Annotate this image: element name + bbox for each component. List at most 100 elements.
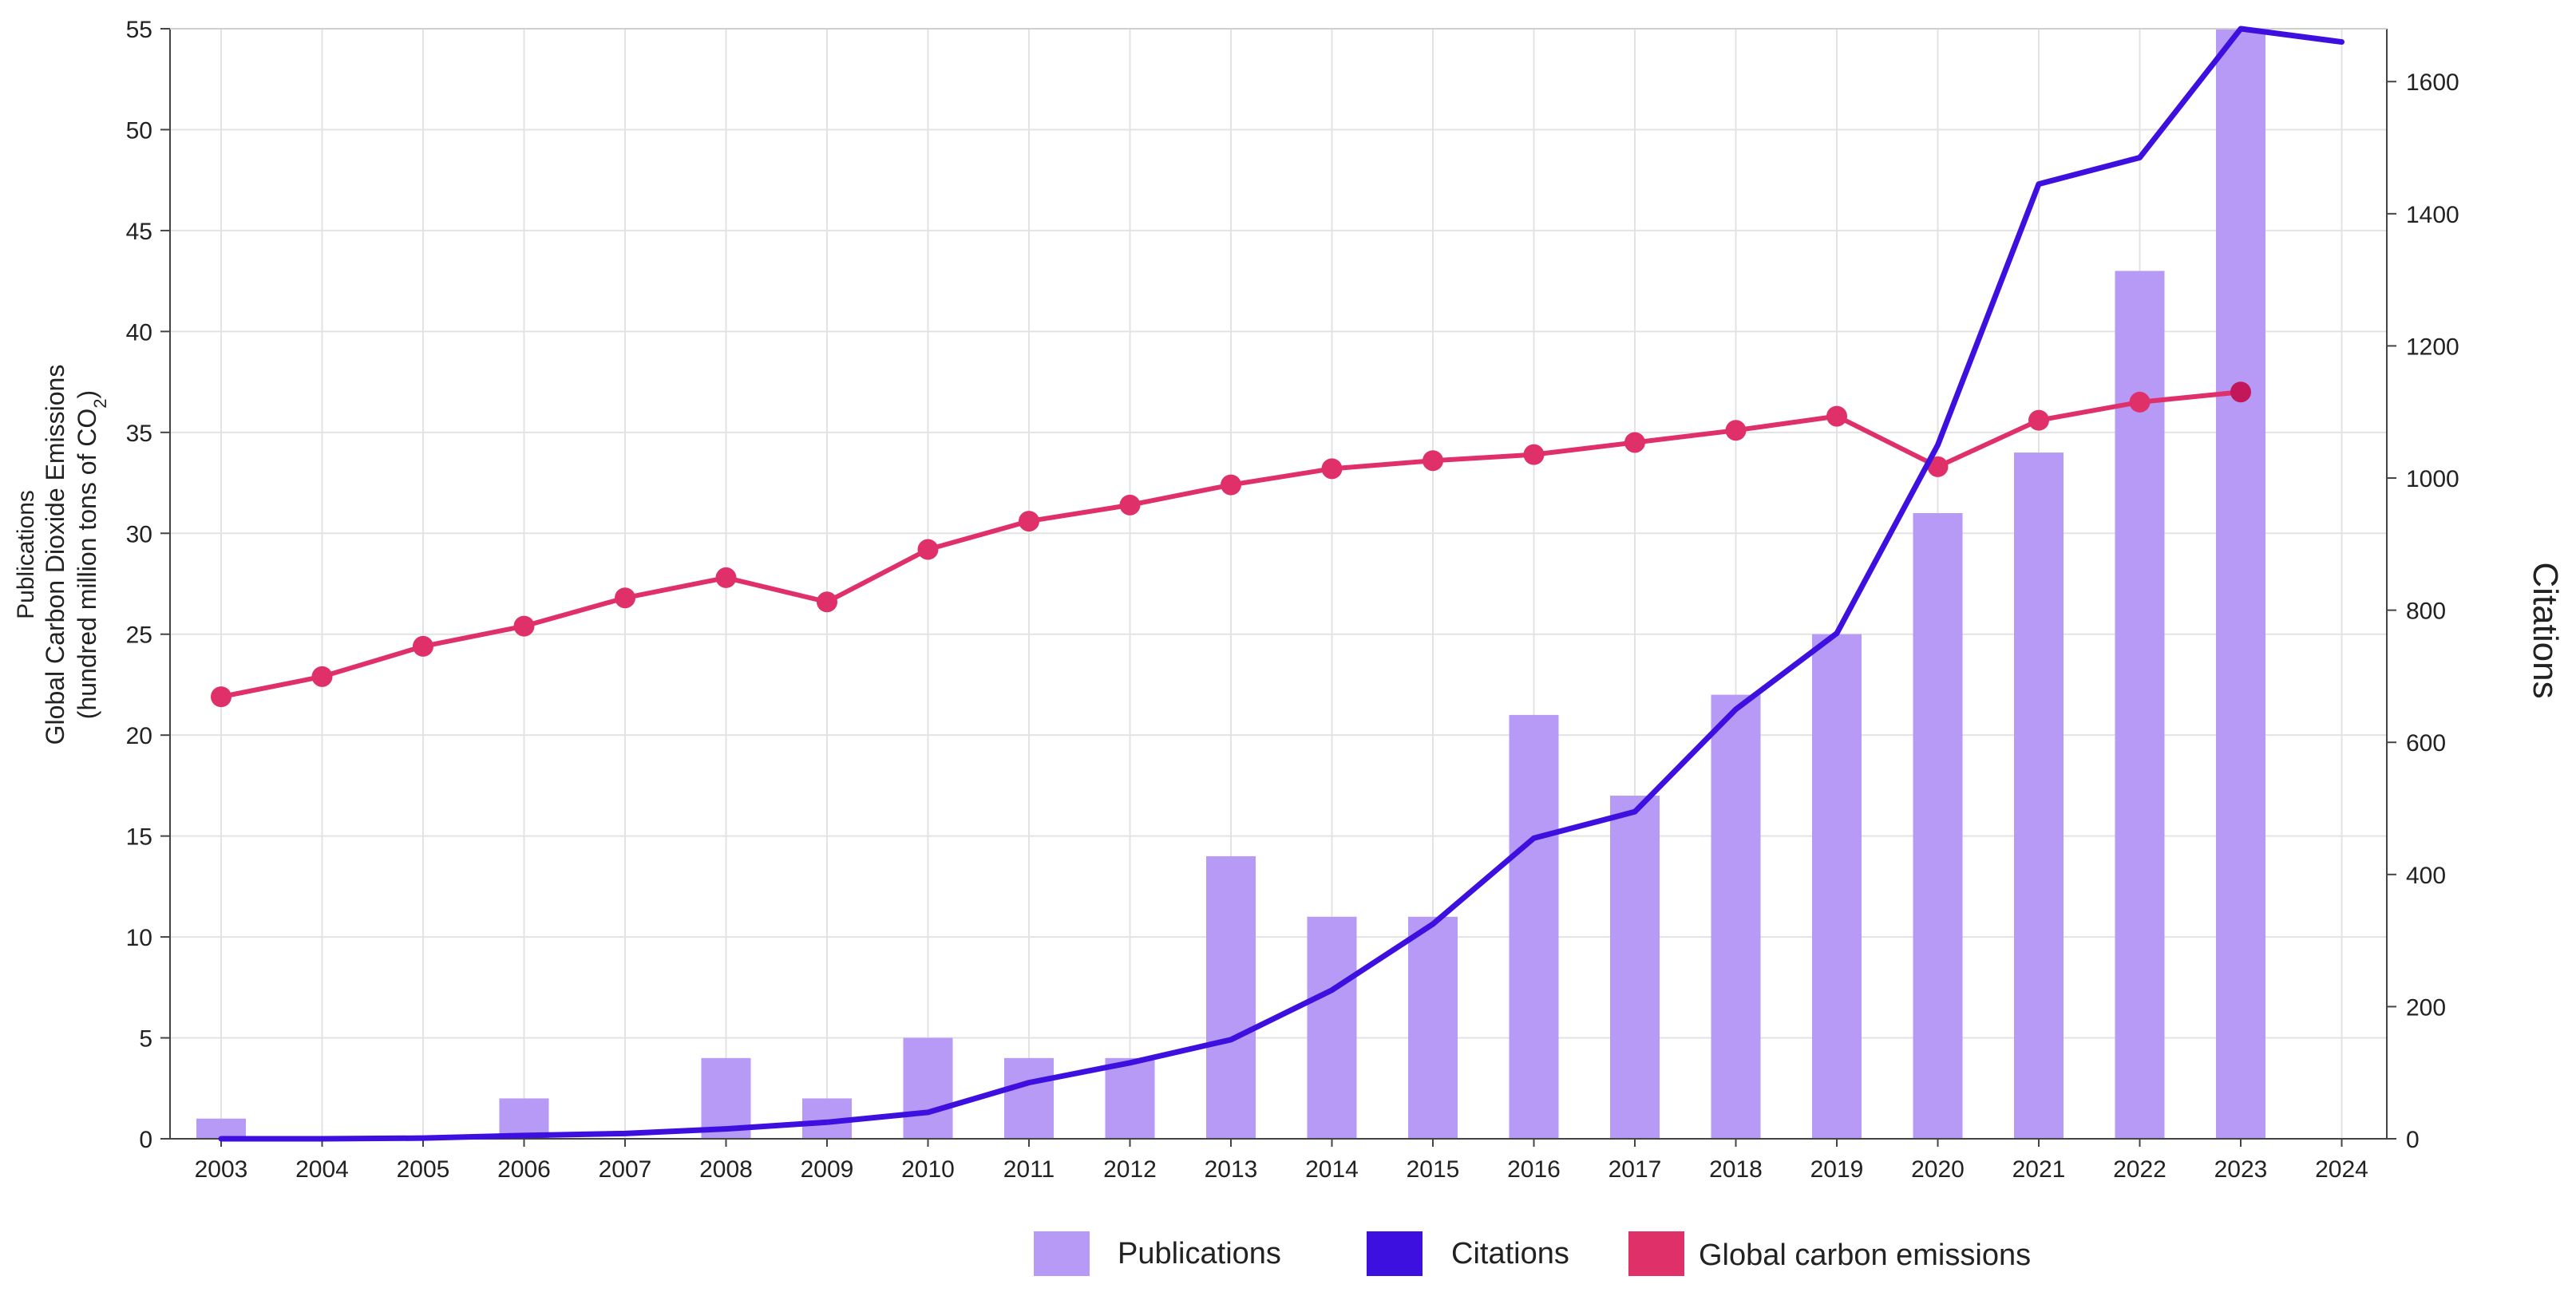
x-tick-label-2007: 2007 [599, 1156, 652, 1183]
x-tick-label-2009: 2009 [801, 1156, 854, 1183]
marker-emissions-2007 [615, 587, 635, 609]
x-tick-label-2014: 2014 [1305, 1156, 1359, 1183]
left-tick-label: 30 [126, 521, 152, 547]
left-tick-label: 55 [126, 17, 152, 43]
bar-publications-2015 [1408, 916, 1458, 1139]
legend-swatch-citations [1367, 1231, 1423, 1276]
right-tick-label: 200 [2406, 994, 2446, 1021]
right-tick-label: 600 [2406, 730, 2446, 757]
right-tick-label: 800 [2406, 599, 2446, 625]
x-tick-label-2022: 2022 [2113, 1156, 2166, 1183]
x-tick-label-2019: 2019 [1810, 1156, 1864, 1183]
bar-publications-2019 [1812, 634, 1862, 1139]
left-axis-title-line2: Global Carbon Dioxide Emissions [41, 365, 69, 745]
tick-labels: 0 5 10 15 20 25 30 35 40 45 50 55 0 200 400 600 800 1000 1… [126, 17, 2459, 1183]
marker-emissions-2011 [1019, 511, 1039, 532]
right-tick-label: 1200 [2406, 334, 2459, 360]
bar-publications-2022 [2115, 271, 2165, 1139]
bar-publications-2016 [1509, 714, 1559, 1139]
x-tick-label-2024: 2024 [2315, 1156, 2368, 1183]
left-tick-label: 0 [139, 1127, 152, 1153]
marker-emissions-2014 [1321, 458, 1343, 480]
legend-item-publications[interactable]: Publications [1034, 1231, 1281, 1276]
legend-item-citations[interactable]: Citations [1367, 1231, 1569, 1276]
right-tick-label: 1400 [2406, 202, 2459, 228]
marker-emissions-2015 [1423, 450, 1443, 472]
x-tick-label-2010: 2010 [901, 1156, 955, 1183]
x-tick-label-2017: 2017 [1609, 1156, 1662, 1183]
marker-emissions-2012 [1119, 494, 1141, 516]
x-tick-label-2012: 2012 [1103, 1156, 1157, 1183]
legend-swatch-global-carbon-emissions [1628, 1231, 1684, 1276]
bar-publications-2013 [1206, 855, 1256, 1139]
line-citations [218, 26, 2345, 1142]
right-tick-label: 0 [2406, 1127, 2420, 1153]
bar-publications-2017 [1610, 796, 1660, 1139]
marker-emissions-2021 [2028, 409, 2049, 431]
left-tick-label: 50 [126, 117, 152, 144]
left-tick-label: 45 [126, 219, 152, 245]
bar-publications-2003 [196, 1118, 246, 1139]
marker-emissions-2023 [2230, 381, 2251, 403]
lines [211, 26, 2345, 1142]
bar-publications-2012 [1105, 1057, 1155, 1139]
left-tick-label: 15 [126, 824, 152, 851]
bar-publications-2018 [1711, 694, 1761, 1139]
marker-emissions-2018 [1725, 420, 1747, 441]
x-tick-label-2018: 2018 [1709, 1156, 1763, 1183]
x-tick-label-2004: 2004 [295, 1156, 349, 1183]
x-tick-label-2005: 2005 [397, 1156, 450, 1183]
left-axis-title-line1: Publications [13, 490, 39, 619]
bar-publications-2014 [1307, 916, 1357, 1139]
legend: Publications Citations Global carbon emi… [1034, 1231, 2031, 1276]
right-tick-label: 1000 [2406, 466, 2459, 492]
left-tick-label: 20 [126, 723, 152, 749]
marker-emissions-2013 [1221, 474, 1241, 496]
marker-emissions-2016 [1523, 444, 1545, 465]
bar-publications-2011 [1004, 1057, 1054, 1139]
x-tick-label-2020: 2020 [1911, 1156, 1965, 1183]
left-tick-label: 25 [126, 622, 152, 649]
legend-label-publications: Publications [1118, 1237, 1281, 1270]
legend-label-citations: Citations [1451, 1237, 1569, 1270]
bar-publications-2006 [499, 1098, 549, 1139]
marker-emissions-2003 [211, 686, 231, 708]
right-axis-title: Citations [2526, 562, 2565, 698]
legend-swatch-publications [1034, 1231, 1090, 1276]
bar-publications-2021 [2014, 452, 2064, 1139]
marker-emissions-2008 [715, 567, 737, 588]
marker-emissions-2020 [1927, 456, 1949, 477]
x-tick-label-2021: 2021 [2012, 1156, 2066, 1183]
axes [160, 28, 2396, 1147]
legend-item-global-carbon-emissions[interactable]: Global carbon emissions [1628, 1231, 2031, 1276]
right-tick-label: 400 [2406, 863, 2446, 889]
left-tick-label: 5 [139, 1026, 152, 1053]
right-tick-label: 1600 [2406, 69, 2459, 96]
x-tick-label-2011: 2011 [1003, 1156, 1055, 1183]
publications-bars [196, 29, 2265, 1139]
bar-publications-2023 [2216, 29, 2265, 1139]
x-tick-label-2023: 2023 [2214, 1156, 2268, 1183]
left-axis-title-line3: (hundred million tons of CO2) [73, 390, 110, 719]
x-tick-label-2008: 2008 [699, 1156, 753, 1183]
left-tick-label: 40 [126, 319, 152, 346]
left-tick-label: 10 [126, 925, 152, 951]
x-tick-label-2016: 2016 [1507, 1156, 1561, 1183]
left-tick-label: 35 [126, 421, 152, 447]
marker-emissions-2010 [917, 539, 939, 560]
marker-emissions-2004 [311, 666, 333, 687]
marker-emissions-2006 [513, 615, 535, 637]
bar-publications-2020 [1913, 512, 1963, 1139]
marker-emissions-2009 [817, 591, 837, 613]
marker-emissions-2005 [413, 635, 433, 657]
x-tick-label-2013: 2013 [1205, 1156, 1258, 1183]
x-tick-label-2006: 2006 [497, 1156, 551, 1183]
x-tick-label-2003: 2003 [195, 1156, 248, 1183]
marker-emissions-2022 [2129, 391, 2151, 413]
marker-emissions-2017 [1624, 432, 1645, 453]
marker-emissions-2019 [1826, 405, 1847, 427]
legend-label-global-carbon-emissions: Global carbon emissions [1699, 1239, 2031, 1272]
x-tick-label-2015: 2015 [1407, 1156, 1460, 1183]
